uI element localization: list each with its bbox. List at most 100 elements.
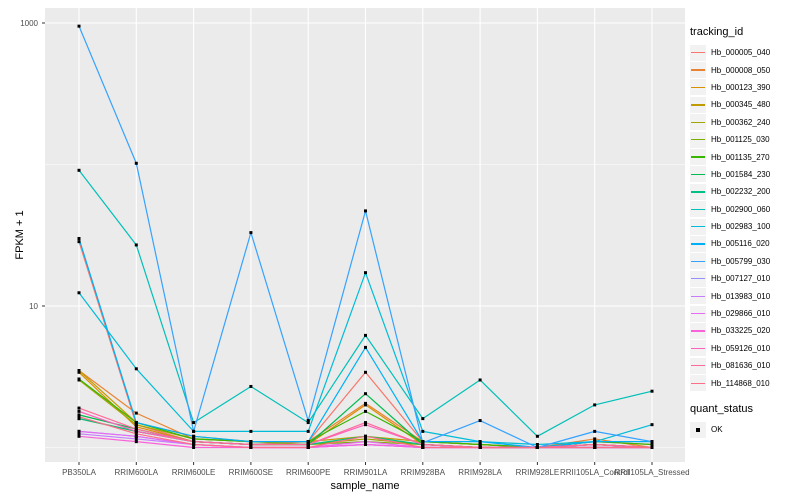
data-point: [421, 429, 425, 433]
legend-item-label: Hb_001135_270: [711, 152, 770, 162]
legend-item: Hb_002232_200: [690, 183, 798, 200]
x-tick-label: PB350LA: [62, 468, 96, 477]
x-tick-label: RRIM928BA: [400, 468, 446, 477]
data-point: [77, 409, 81, 413]
legend-item-label: Hb_081636_010: [711, 361, 771, 371]
legend-item: Hb_005799_030: [690, 253, 798, 270]
black-square-point-icon: [696, 427, 700, 432]
legend-key: [690, 357, 706, 374]
legend-key-line-icon: [691, 86, 705, 89]
legend-key: [690, 96, 706, 113]
legend-key-line-icon: [691, 69, 705, 71]
data-point: [77, 429, 81, 433]
data-point: [421, 446, 425, 449]
legend-item: Hb_000123_390: [690, 79, 798, 96]
data-point: [77, 432, 81, 436]
legend-item: Hb_002983_100: [690, 218, 798, 235]
data-point: [192, 421, 196, 425]
legend-key-line-icon: [691, 260, 705, 263]
data-point: [249, 440, 253, 444]
legend-key: [690, 305, 706, 322]
legend-item: Hb_001125_030: [690, 131, 798, 148]
legend-key-line-icon: [691, 365, 705, 367]
legend-key: [690, 218, 706, 235]
legend-key: [690, 288, 706, 305]
data-point: [364, 403, 367, 407]
data-point: [650, 423, 654, 427]
legend-item: Hb_081636_010: [690, 357, 798, 374]
data-point: [192, 443, 196, 447]
legend-key-line-icon: [691, 295, 705, 297]
data-point: [593, 443, 597, 447]
data-point: [77, 236, 81, 240]
data-point: [249, 231, 253, 235]
data-point: [134, 427, 138, 431]
legend-item-label: Hb_005116_020: [711, 239, 770, 249]
data-point: [364, 345, 367, 349]
data-point: [249, 443, 253, 447]
legend-item-label: Hb_059126_010: [711, 343, 771, 353]
data-point: [192, 437, 196, 441]
data-point: [364, 421, 367, 425]
legend-item: Hb_029866_010: [690, 305, 798, 322]
data-point: [650, 389, 654, 393]
data-point: [535, 443, 539, 447]
data-point: [134, 429, 138, 433]
data-point: [77, 291, 81, 295]
data-point: [77, 370, 81, 374]
legend-key-line-icon: [691, 330, 705, 332]
x-tick-label: RRIM600PE: [285, 468, 331, 477]
data-point: [650, 440, 654, 444]
legend-item: Hb_000362_240: [690, 114, 798, 131]
legend-key-line-icon: [691, 347, 705, 350]
x-tick-label: RRII105LA_Control: [560, 468, 630, 477]
y-tick-label: 10: [29, 301, 38, 311]
data-point: [535, 434, 539, 438]
legend-item: Hb_007127_010: [690, 270, 798, 287]
data-point: [593, 429, 597, 433]
data-point: [192, 434, 196, 438]
legend-key: [690, 201, 706, 218]
data-point: [192, 440, 196, 444]
data-point: [306, 443, 310, 447]
legend-key: [690, 79, 706, 96]
data-point: [650, 443, 654, 447]
data-point: [134, 425, 138, 429]
legend-item-label: Hb_002900_060: [711, 204, 771, 214]
data-point: [478, 378, 482, 382]
data-point: [77, 417, 81, 421]
data-point: [478, 443, 482, 447]
data-point: [421, 441, 425, 445]
legend-item-label: Hb_005799_030: [711, 256, 771, 266]
legend: tracking_id Hb_000005_040 Hb_000008_050 Hb…: [690, 26, 798, 438]
legend-key-line-icon: [691, 191, 705, 193]
data-point: [134, 440, 138, 444]
legend-item-label: Hb_000362_240: [711, 117, 771, 127]
legend-key-line-icon: [691, 121, 705, 123]
data-point: [77, 377, 81, 381]
data-point: [364, 409, 367, 413]
legend-item: Hb_005116_020: [690, 235, 798, 252]
legend-item: Hb_013983_010: [690, 287, 798, 305]
data-point: [249, 446, 253, 449]
data-point: [77, 369, 81, 373]
data-point: [249, 384, 253, 388]
x-tick-label: RRIM928LE: [515, 468, 560, 477]
data-point: [364, 370, 367, 374]
data-point: [249, 429, 253, 433]
data-point: [364, 423, 367, 427]
legend-item: Hb_059126_010: [690, 340, 798, 357]
legend-item-label: Hb_114868_010: [711, 378, 770, 388]
data-point: [364, 440, 367, 444]
legend-key-line-icon: [691, 312, 705, 315]
data-point: [593, 440, 597, 444]
data-point: [364, 209, 367, 213]
legend-key: [690, 235, 706, 252]
data-point: [306, 440, 310, 444]
legend-key: [690, 131, 706, 148]
data-point: [364, 271, 367, 275]
data-point: [134, 421, 138, 425]
x-tick-label: RRIM901LA: [343, 468, 388, 477]
